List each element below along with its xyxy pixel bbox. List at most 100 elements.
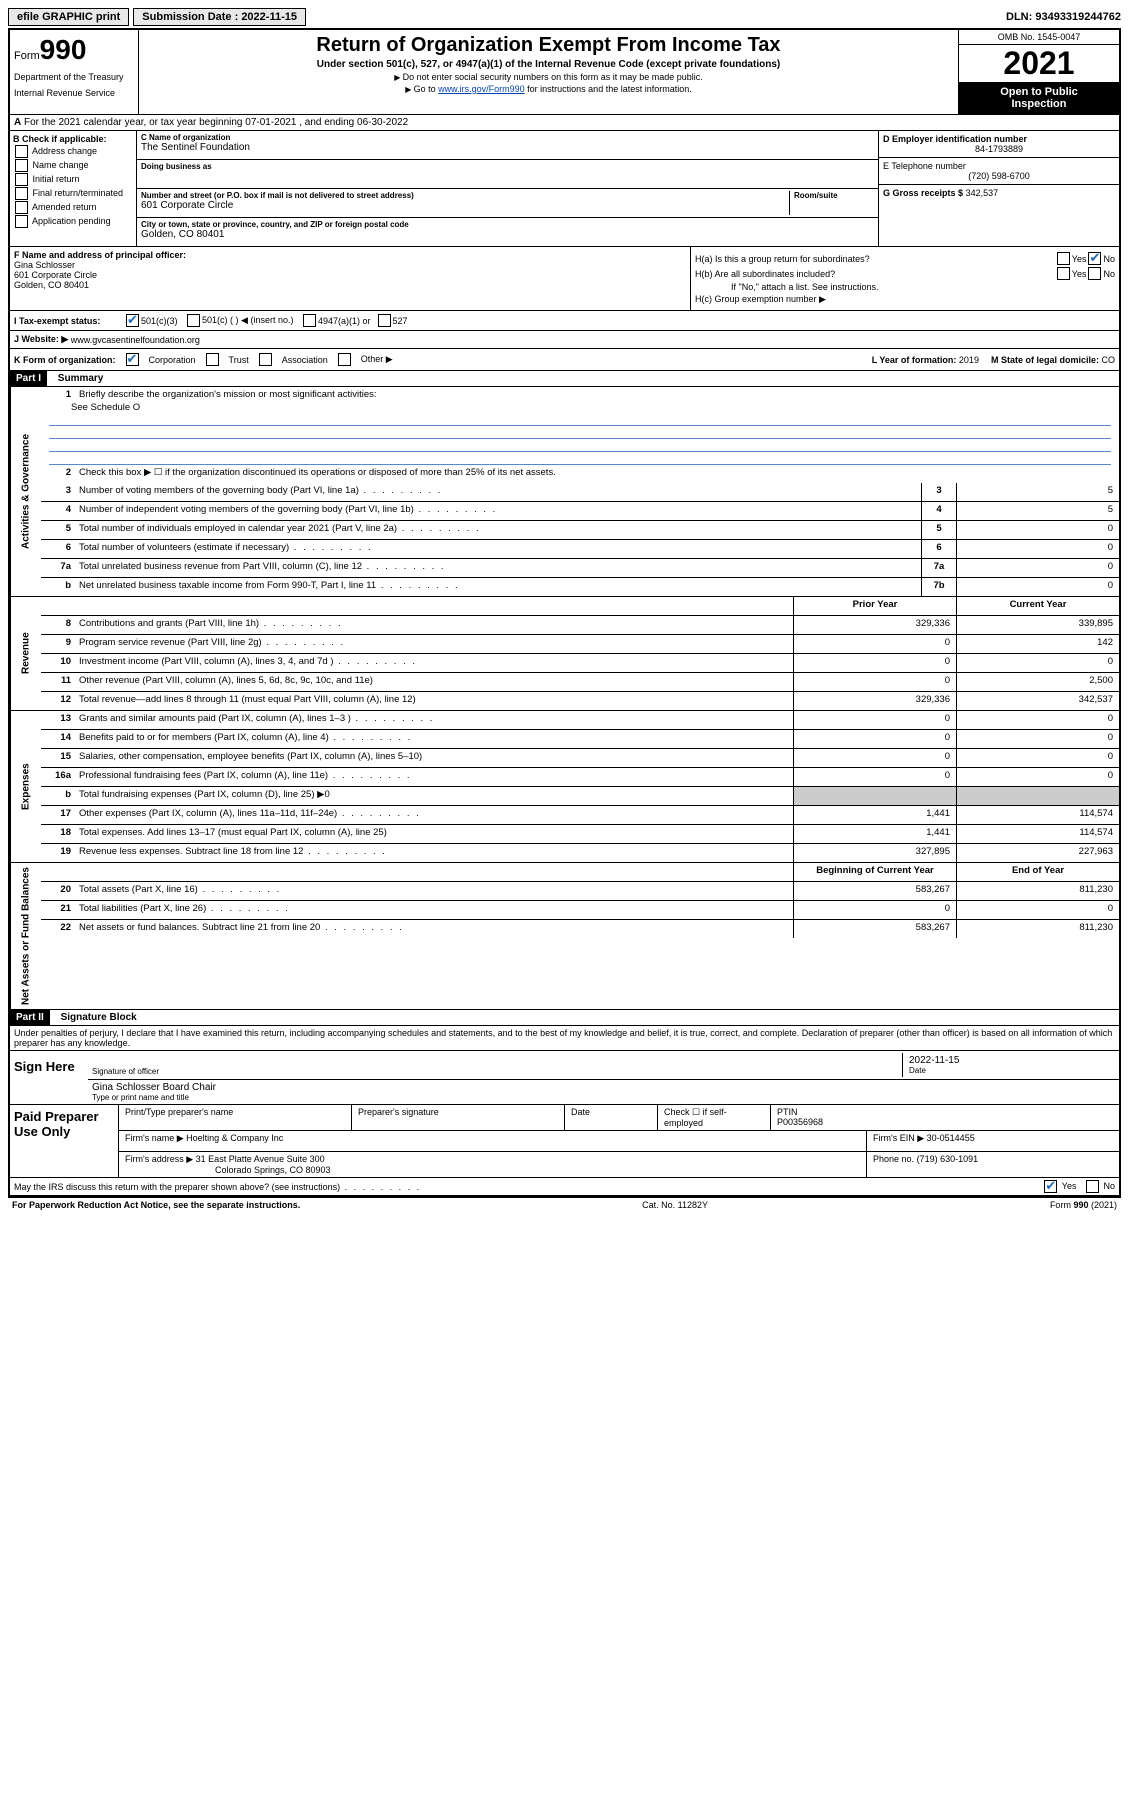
label-a: A [14, 117, 21, 128]
col-b: B Check if applicable: Address change Na… [10, 131, 137, 246]
netassets-section: Net Assets or Fund Balances Beginning of… [10, 863, 1119, 1010]
street-label: Number and street (or P.O. box if mail i… [141, 191, 789, 200]
blueline [49, 413, 1111, 426]
officer-name: Gina Schlosser [14, 260, 686, 270]
website-val: www.gvcasentinelfoundation.org [71, 335, 200, 345]
inspection-line1: Open to Public [963, 86, 1115, 98]
preparer-body: Print/Type preparer's name Preparer's si… [119, 1105, 1119, 1177]
discuss-no-cb[interactable] [1086, 1180, 1099, 1193]
cb-501c[interactable] [187, 314, 200, 327]
officer-name-line: Gina Schlosser Board Chair Type or print… [88, 1080, 1119, 1104]
cb-4947[interactable] [303, 314, 316, 327]
inspection-badge: Open to Public Inspection [959, 82, 1119, 114]
section-bcd: B Check if applicable: Address change Na… [10, 131, 1119, 247]
submission-button[interactable]: Submission Date : 2022-11-15 [133, 8, 306, 26]
sign-right: Signature of officer 2022-11-15 Date Gin… [88, 1051, 1119, 1104]
phone-label: E Telephone number [883, 161, 1115, 171]
expenses-side: Expenses [10, 711, 41, 862]
city-cell: City or town, state or province, country… [137, 218, 878, 246]
part1-header: Part I [10, 371, 47, 386]
part2-bar: Part II Signature Block [10, 1010, 1119, 1026]
ha-no-cb[interactable] [1088, 252, 1101, 265]
gross-val: 342,537 [966, 188, 999, 198]
expenses-section: Expenses 13Grants and similar amounts pa… [10, 711, 1119, 863]
part1-bar: Part I Summary [10, 371, 1119, 387]
section-fh: F Name and address of principal officer:… [10, 247, 1119, 311]
netassets-body: Beginning of Current YearEnd of Year 20T… [41, 863, 1119, 1009]
form-container: Form990 Department of the Treasury Inter… [8, 28, 1121, 1197]
hb-no-cb[interactable] [1088, 267, 1101, 280]
part2-title: Signature Block [53, 1012, 137, 1023]
expenses-body: 13Grants and similar amounts paid (Part … [41, 711, 1119, 862]
website-label: J Website: ▶ [14, 334, 68, 345]
hb-row: H(b) Are all subordinates included? Yes … [695, 267, 1115, 280]
dba-label: Doing business as [141, 162, 874, 171]
part1-title: Summary [50, 373, 104, 384]
hb-yes-cb[interactable] [1057, 267, 1070, 280]
blueline [49, 439, 1111, 452]
ein-val: 84-1793889 [883, 144, 1115, 154]
room-label: Room/suite [794, 191, 874, 200]
netassets-side: Net Assets or Fund Balances [10, 863, 41, 1009]
cb-527[interactable] [378, 314, 391, 327]
dln-label: DLN: 93493319244762 [1006, 11, 1121, 23]
main-title: Return of Organization Exempt From Incom… [147, 34, 950, 57]
form-prefix: Form [14, 50, 40, 62]
cb-address-change[interactable]: Address change [13, 145, 133, 158]
cb-other[interactable] [338, 353, 351, 366]
city-val: Golden, CO 80401 [141, 229, 874, 240]
col-c: C Name of organization The Sentinel Foun… [137, 131, 879, 246]
row-k: K Form of organization: Corporation Trus… [10, 349, 1119, 371]
preparer-label: Paid Preparer Use Only [10, 1105, 119, 1177]
governance-section: Activities & Governance 1 Briefly descri… [10, 387, 1119, 597]
tax-year-range: For the 2021 calendar year, or tax year … [24, 117, 408, 128]
city-label: City or town, state or province, country… [141, 220, 874, 229]
instruction-link: Go to www.irs.gov/Form990 for instructio… [147, 84, 950, 94]
governance-body: 1 Briefly describe the organization's mi… [41, 387, 1119, 596]
col-h: H(a) Is this a group return for subordin… [691, 247, 1119, 310]
hc-text: H(c) Group exemption number ▶ [695, 294, 1115, 305]
header-row: Form990 Department of the Treasury Inter… [10, 30, 1119, 115]
blueline [49, 452, 1111, 465]
hc-row: H(c) Group exemption number ▶ [695, 294, 1115, 305]
ha-text: H(a) Is this a group return for subordin… [695, 254, 1055, 264]
cb-name-change[interactable]: Name change [13, 159, 133, 172]
form-number: 990 [40, 34, 87, 65]
discuss-yes-cb[interactable] [1044, 1180, 1057, 1193]
hb-note: If "No," attach a list. See instructions… [695, 282, 1115, 292]
gross-label: G Gross receipts $ [883, 188, 963, 198]
efile-button[interactable]: efile GRAPHIC print [8, 8, 129, 26]
org-name: The Sentinel Foundation [141, 142, 874, 153]
governance-side: Activities & Governance [10, 387, 41, 596]
cb-association[interactable] [259, 353, 272, 366]
year-box: OMB No. 1545-0047 2021 Open to Public In… [959, 30, 1119, 114]
perjury-text: Under penalties of perjury, I declare th… [10, 1026, 1119, 1051]
subtitle: Under section 501(c), 527, or 4947(a)(1)… [147, 59, 950, 70]
cb-trust[interactable] [206, 353, 219, 366]
cb-corporation[interactable] [126, 353, 139, 366]
form-org-label: K Form of organization: [14, 355, 116, 365]
form-id: Form 990 (2021) [1050, 1200, 1117, 1210]
ha-yes-cb[interactable] [1057, 252, 1070, 265]
revenue-side: Revenue [10, 597, 41, 710]
topbar: efile GRAPHIC print Submission Date : 20… [8, 8, 1121, 26]
instr-prefix: Go to [414, 84, 439, 94]
ha-row: H(a) Is this a group return for subordin… [695, 252, 1115, 265]
cb-application-pending[interactable]: Application pending [13, 215, 133, 228]
row-a: A For the 2021 calendar year, or tax yea… [10, 115, 1119, 131]
dba-cell: Doing business as [137, 160, 878, 189]
gross-cell: G Gross receipts $ 342,537 [879, 185, 1119, 201]
cb-501c3[interactable] [126, 314, 139, 327]
instruction-ssn: Do not enter social security numbers on … [147, 72, 950, 82]
irs-link[interactable]: www.irs.gov/Form990 [438, 84, 525, 94]
officer-label: F Name and address of principal officer: [14, 250, 686, 260]
cb-initial-return[interactable]: Initial return [13, 173, 133, 186]
org-name-cell: C Name of organization The Sentinel Foun… [137, 131, 878, 160]
cb-amended-return[interactable]: Amended return [13, 201, 133, 214]
cb-final-return[interactable]: Final return/terminated [13, 187, 133, 200]
inspection-line2: Inspection [963, 98, 1115, 110]
mission-val: See Schedule O [41, 402, 1119, 413]
part2-header: Part II [10, 1010, 50, 1025]
ein-label: D Employer identification number [883, 134, 1115, 144]
phone-cell: E Telephone number (720) 598-6700 [879, 158, 1119, 185]
